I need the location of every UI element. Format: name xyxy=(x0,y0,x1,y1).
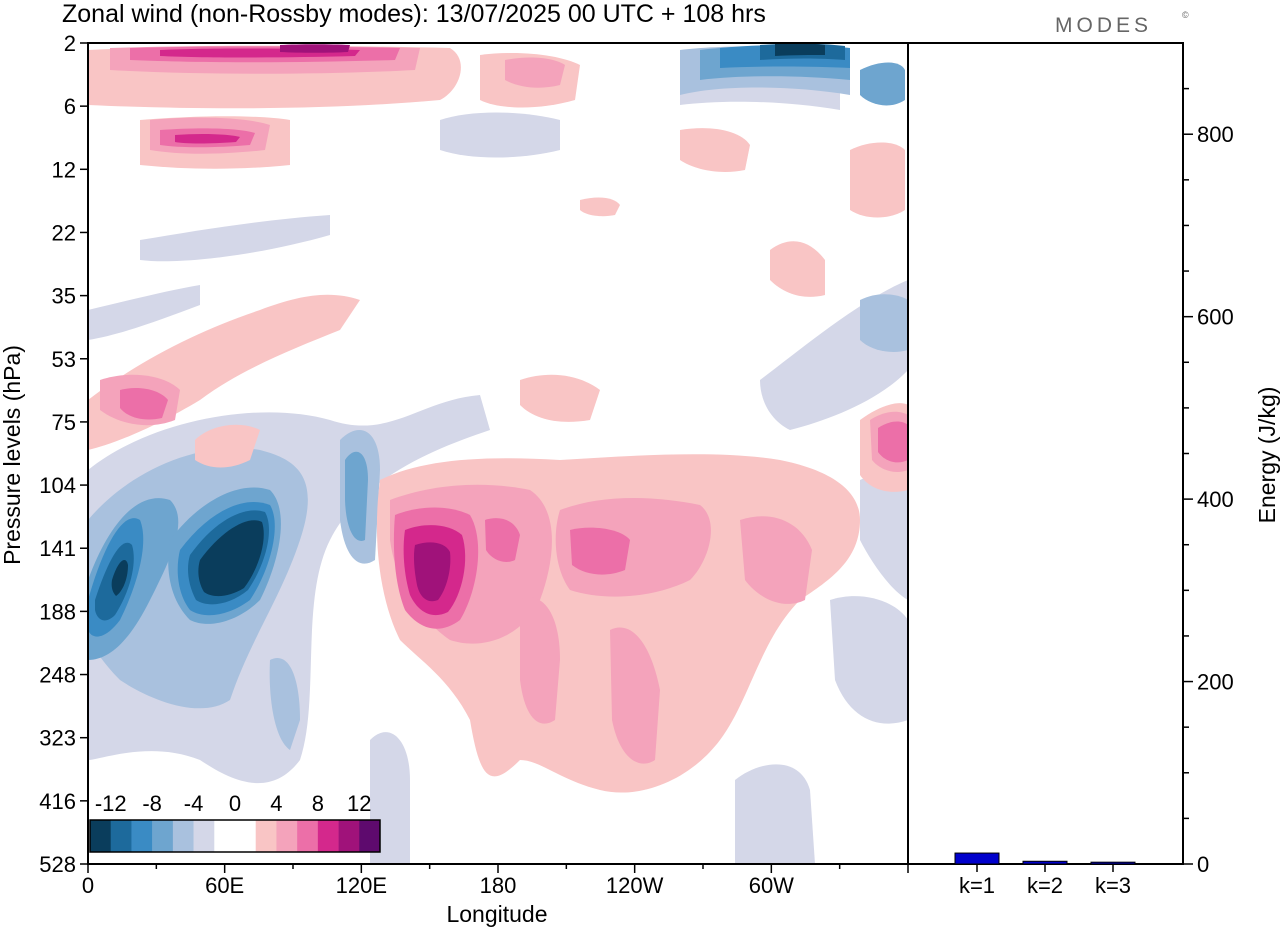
colorbar-frame xyxy=(89,819,381,853)
chart-title: Zonal wind (non-Rossby modes): 13/07/202… xyxy=(62,0,766,28)
colorbar-swatch xyxy=(359,820,381,852)
colorbar-swatch xyxy=(235,820,257,852)
longitude-axis: 0 60E 120E 180 120W 60W xyxy=(82,864,909,898)
y-tick-label: 323 xyxy=(39,726,76,751)
y-tick-label: 12 xyxy=(52,157,76,182)
colorbar-label: -12 xyxy=(95,791,127,816)
energy-tick-label: 600 xyxy=(1197,305,1234,330)
energy-bar xyxy=(954,852,1000,865)
colorbar-swatch xyxy=(276,820,298,852)
energy-bars: k=1 k=2 k=3 xyxy=(954,852,1136,898)
y-tick-label: 528 xyxy=(39,852,76,877)
colorbar-label: -8 xyxy=(142,791,162,816)
energy-panel-frame xyxy=(907,42,1184,865)
colorbar-swatch xyxy=(317,820,339,852)
energy-tick-label: 200 xyxy=(1197,670,1234,695)
energy-bar xyxy=(1090,861,1136,865)
x-tick-label: 60E xyxy=(205,873,244,898)
y-tick-label: 75 xyxy=(52,410,76,435)
y-tick-label: 35 xyxy=(52,284,76,309)
pressure-axis: 2 6 12 22 35 53 75 104 141 188 248 323 416 528 xyxy=(39,31,88,877)
energy-tick-label: 400 xyxy=(1197,487,1234,512)
y-tick-label: 141 xyxy=(39,536,76,561)
colorbar-swatch xyxy=(152,820,174,852)
colorbar-swatch xyxy=(110,820,132,852)
colorbar-swatch xyxy=(193,820,215,852)
energy-category-label: k=3 xyxy=(1095,873,1131,898)
y-tick-label: 22 xyxy=(52,220,76,245)
heatmap-field xyxy=(88,43,908,864)
colorbar-swatch xyxy=(131,820,153,852)
colorbar-swatch xyxy=(297,820,319,852)
energy-panel xyxy=(907,42,1184,865)
x-tick-label: 180 xyxy=(480,873,517,898)
colorbar-swatch xyxy=(172,820,194,852)
x-tick-label: 120E xyxy=(336,873,387,898)
y-tick-label: 6 xyxy=(64,94,76,119)
y-axis-label: Pressure levels (hPa) xyxy=(0,345,25,565)
energy-bar xyxy=(1022,860,1068,865)
colorbar-swatch xyxy=(214,820,236,852)
energy-category-label: k=2 xyxy=(1027,873,1063,898)
energy-axis: 0 200 400 600 800 xyxy=(1183,87,1234,877)
colorbar-label: -4 xyxy=(184,791,204,816)
y-tick-label: 188 xyxy=(39,599,76,624)
y-tick-label: 416 xyxy=(39,789,76,814)
colorbar-label: 0 xyxy=(229,791,241,816)
y-tick-label: 248 xyxy=(39,663,76,688)
energy-tick-label: 800 xyxy=(1197,122,1234,147)
y-tick-label: 53 xyxy=(52,347,76,372)
energy-tick-label: 0 xyxy=(1197,852,1209,877)
y-tick-label: 104 xyxy=(39,473,76,498)
x-tick-label: 0 xyxy=(82,873,94,898)
colorbar-label: 12 xyxy=(347,791,371,816)
brand-mark: © xyxy=(1182,10,1189,20)
colorbar-swatch xyxy=(338,820,360,852)
colorbar-label: 8 xyxy=(312,791,324,816)
x-tick-label: 120W xyxy=(606,873,664,898)
brand-logo: MODES xyxy=(1055,14,1152,37)
colorbar-swatch xyxy=(255,820,277,852)
colorbar-label: 4 xyxy=(270,791,282,816)
energy-category-label: k=1 xyxy=(959,873,995,898)
x-tick-label: 60W xyxy=(749,873,794,898)
colorbar: -12 -8 -4 0 4 8 12 xyxy=(89,791,381,853)
y-tick-label: 2 xyxy=(64,31,76,56)
colorbar-swatch xyxy=(90,820,112,852)
x-axis-label: Longitude xyxy=(446,901,547,927)
energy-axis-label: Energy (J/kg) xyxy=(1254,387,1280,524)
